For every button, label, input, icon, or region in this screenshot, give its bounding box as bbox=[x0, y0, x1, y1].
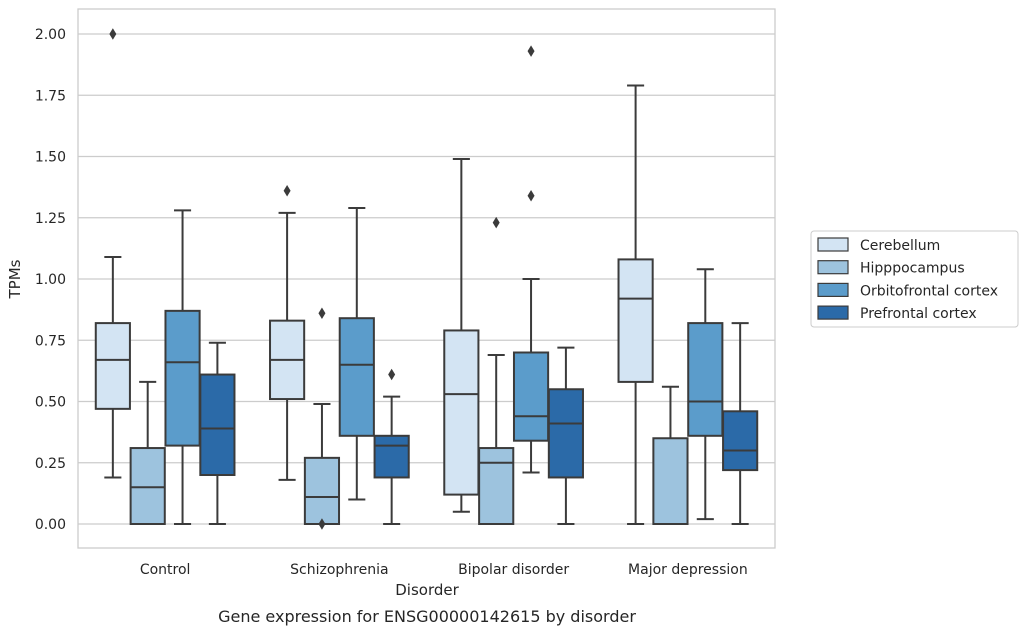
legend-swatch bbox=[817, 237, 849, 252]
outlier-point bbox=[527, 45, 535, 57]
y-tick-label: 1.00 bbox=[35, 272, 66, 288]
box-hipppocampus-schizophrenia bbox=[303, 307, 341, 530]
box-iqr bbox=[94, 322, 131, 410]
outlier-point bbox=[318, 518, 326, 530]
box-hipppocampus-control bbox=[129, 380, 166, 525]
y-tick-label: 1.50 bbox=[35, 150, 66, 166]
box-iqr bbox=[512, 351, 550, 442]
box-prefrontal-cortex-schizophrenia bbox=[373, 368, 410, 525]
box-cerebellum-bipolar-disorder bbox=[443, 157, 480, 513]
x-tick-label: Major depression bbox=[628, 562, 748, 578]
box-iqr bbox=[129, 447, 166, 525]
box-cerebellum-schizophrenia bbox=[269, 185, 306, 481]
x-axis-ticks: Control Schizophrenia Bipolar disorder Majo… bbox=[140, 562, 748, 578]
y-axis-label: TPMs bbox=[6, 259, 24, 299]
box-iqr bbox=[722, 410, 759, 472]
box-hipppocampus-bipolar-disorder bbox=[478, 216, 515, 525]
chart-caption: Gene expression for ENSG00000142615 by d… bbox=[218, 607, 636, 626]
legend-swatch bbox=[817, 305, 849, 320]
box-iqr bbox=[199, 373, 236, 476]
box-iqr bbox=[373, 434, 410, 479]
box-hipppocampus-major-depression bbox=[652, 385, 689, 525]
legend-label: Hipppocampus bbox=[860, 261, 965, 277]
box-iqr bbox=[338, 317, 375, 437]
box-iqr bbox=[164, 309, 201, 447]
y-tick-label: 1.75 bbox=[35, 88, 66, 104]
box-cerebellum-control bbox=[94, 28, 131, 479]
y-tick-label: 0.25 bbox=[35, 456, 66, 472]
box-orbitofrontal-cortex-bipolar-disorder bbox=[512, 45, 550, 474]
x-tick-label: Bipolar disorder bbox=[458, 562, 569, 578]
legend-swatch bbox=[817, 282, 849, 297]
x-tick-label: Schizophrenia bbox=[290, 562, 388, 578]
box-orbitofrontal-cortex-control bbox=[164, 209, 201, 525]
outlier-point bbox=[527, 189, 535, 202]
plot-area bbox=[94, 28, 759, 530]
legend-frame bbox=[810, 230, 1019, 328]
x-tick-label: Control bbox=[140, 562, 191, 578]
legend-swatch bbox=[817, 260, 849, 275]
outlier-point bbox=[318, 307, 326, 320]
x-axis-label: Disorder bbox=[395, 581, 459, 599]
box-iqr bbox=[652, 437, 689, 525]
y-tick-label: 1.25 bbox=[35, 211, 66, 227]
legend-label: Cerebellum bbox=[860, 238, 940, 254]
box-orbitofrontal-cortex-schizophrenia bbox=[338, 206, 375, 501]
box-orbitofrontal-cortex-major-depression bbox=[687, 268, 724, 521]
box-iqr bbox=[617, 258, 654, 383]
box-iqr bbox=[478, 447, 515, 525]
box-prefrontal-cortex-bipolar-disorder bbox=[547, 346, 584, 525]
box-iqr bbox=[443, 329, 480, 496]
box-prefrontal-cortex-major-depression bbox=[722, 322, 759, 525]
outlier-point bbox=[492, 216, 500, 229]
box-cerebellum-major-depression bbox=[617, 84, 654, 525]
box-iqr bbox=[687, 322, 724, 437]
y-tick-label: 0.00 bbox=[35, 517, 66, 533]
box-iqr bbox=[303, 456, 341, 526]
box-iqr bbox=[547, 388, 584, 479]
outlier-point bbox=[283, 185, 291, 197]
box-prefrontal-cortex-control bbox=[199, 341, 236, 525]
y-tick-label: 0.75 bbox=[35, 333, 66, 349]
legend-label: Orbitofrontal cortex bbox=[860, 283, 998, 299]
y-tick-label: 2.00 bbox=[35, 27, 66, 43]
y-tick-label: 0.50 bbox=[35, 395, 66, 411]
outlier-point bbox=[388, 368, 396, 381]
outlier-point bbox=[109, 28, 117, 40]
plot-frame bbox=[77, 8, 776, 549]
legend: Cerebellum Hipppocampus Orbitofrontal cort… bbox=[810, 230, 1019, 328]
legend-label: Prefrontal cortex bbox=[860, 306, 977, 322]
y-axis-ticks: 0.00 0.25 0.50 0.75 1.00 1.25 1.50 1.75 2.00 bbox=[35, 27, 66, 533]
